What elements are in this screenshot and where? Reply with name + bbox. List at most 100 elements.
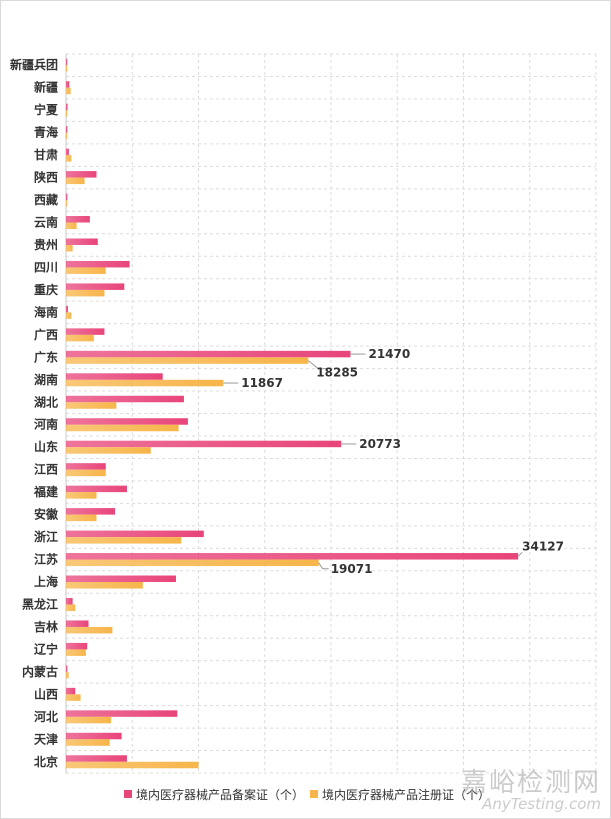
legend-swatch — [310, 790, 318, 798]
bar-filing — [66, 81, 70, 88]
bar-filing — [66, 238, 98, 245]
legend-label: 境内医疗器械产品备案证（个） — [136, 787, 304, 802]
bar-registration — [66, 514, 97, 522]
bar-filing — [66, 283, 125, 290]
bar-registration — [66, 312, 72, 319]
bar-filing — [66, 148, 69, 156]
category-label: 新疆兵团 — [10, 57, 58, 72]
bar-filing — [66, 171, 97, 178]
data-label: 11867 — [241, 376, 283, 390]
bar-registration — [66, 402, 117, 409]
bar-filing — [66, 687, 76, 695]
bar-registration — [66, 671, 69, 679]
label-leader — [318, 562, 329, 570]
bar-filing — [66, 755, 127, 762]
bar-registration — [66, 200, 68, 207]
category-label: 湖南 — [34, 372, 58, 387]
category-label: 新疆 — [34, 80, 58, 95]
category-label: 山东 — [34, 439, 58, 454]
category-label: 内蒙古 — [22, 664, 58, 679]
grid-lines — [65, 53, 597, 774]
bar-registration — [66, 716, 112, 724]
bar-registration — [66, 739, 110, 746]
bar-registration — [66, 132, 68, 140]
bar-filing — [66, 665, 68, 672]
category-label: 贵州 — [34, 237, 58, 252]
bar-registration — [66, 222, 77, 230]
bar-registration — [66, 289, 105, 297]
category-label: 云南 — [34, 215, 58, 230]
bar-filing — [66, 732, 122, 740]
bar-registration — [66, 694, 81, 701]
category-label: 四川 — [34, 260, 58, 274]
category-label: 湖北 — [34, 394, 58, 409]
label-leader — [517, 551, 523, 557]
category-label: 甘肃 — [34, 147, 58, 162]
category-label: 北京 — [34, 754, 58, 769]
bar-registration — [66, 155, 72, 162]
category-label: 山西 — [34, 686, 58, 701]
category-label: 辽宁 — [34, 641, 58, 656]
category-label: 浙江 — [34, 529, 58, 544]
category-label: 广西 — [34, 327, 58, 342]
bar-registration — [66, 469, 106, 477]
bar-filing — [66, 642, 88, 650]
bar-filing — [66, 350, 351, 358]
bar-registration — [66, 110, 68, 117]
data-label: 19071 — [331, 562, 373, 576]
data-labels: 21470 18285 11867 20773 34127 19071 — [223, 347, 564, 576]
legend-label: 境内医疗器械产品注册证（个） — [322, 787, 490, 802]
data-label: 20773 — [359, 437, 401, 451]
data-label: 34127 — [522, 539, 564, 553]
bar-registration — [66, 267, 106, 274]
category-label: 天津 — [34, 731, 58, 746]
bar-filing — [66, 260, 130, 268]
bar-filing — [66, 193, 68, 201]
bar-registration — [66, 379, 224, 387]
category-label: 重庆 — [34, 282, 58, 297]
bar-registration — [66, 447, 151, 454]
bars — [66, 58, 519, 769]
bar-filing — [66, 620, 89, 627]
bar-filing — [66, 305, 68, 313]
bar-registration — [66, 87, 71, 95]
bar-registration — [66, 492, 97, 499]
category-label: 西藏 — [34, 192, 58, 207]
bar-registration — [66, 244, 73, 252]
legend-swatch — [124, 790, 132, 798]
bar-filing — [66, 530, 204, 538]
bar-filing — [66, 373, 163, 380]
bar-registration — [66, 334, 94, 342]
data-label: 21470 — [368, 347, 410, 361]
bar-filing — [66, 575, 176, 583]
bar-filing — [66, 508, 116, 515]
category-labels: 新疆兵团新疆宁夏青海甘肃陕西西藏云南贵州四川重庆海南广西广东湖南湖北河南山东江西… — [10, 57, 59, 769]
category-label: 江西 — [34, 462, 58, 477]
bar-registration — [66, 424, 179, 432]
bar-registration — [66, 649, 86, 656]
bar-filing — [66, 103, 68, 111]
category-label: 福建 — [33, 484, 59, 499]
bar-filing — [66, 463, 106, 470]
bar-registration — [66, 582, 143, 589]
bar-registration — [66, 177, 85, 185]
category-label: 吉林 — [34, 619, 58, 634]
bar-filing — [66, 328, 105, 335]
bar-registration — [66, 559, 319, 567]
bar-filing — [66, 58, 68, 66]
category-label: 河北 — [33, 709, 58, 724]
bar-filing — [66, 395, 184, 403]
bar-filing — [66, 710, 178, 717]
category-label: 宁夏 — [34, 102, 59, 117]
category-label: 江苏 — [34, 552, 58, 567]
category-label: 陕西 — [34, 170, 58, 185]
bar-registration — [66, 65, 68, 72]
bar-registration — [66, 761, 199, 769]
category-label: 青海 — [34, 125, 58, 140]
bar-registration — [66, 604, 76, 611]
bar-filing — [66, 216, 90, 223]
bar-filing — [66, 126, 68, 133]
bar-filing — [66, 553, 519, 560]
